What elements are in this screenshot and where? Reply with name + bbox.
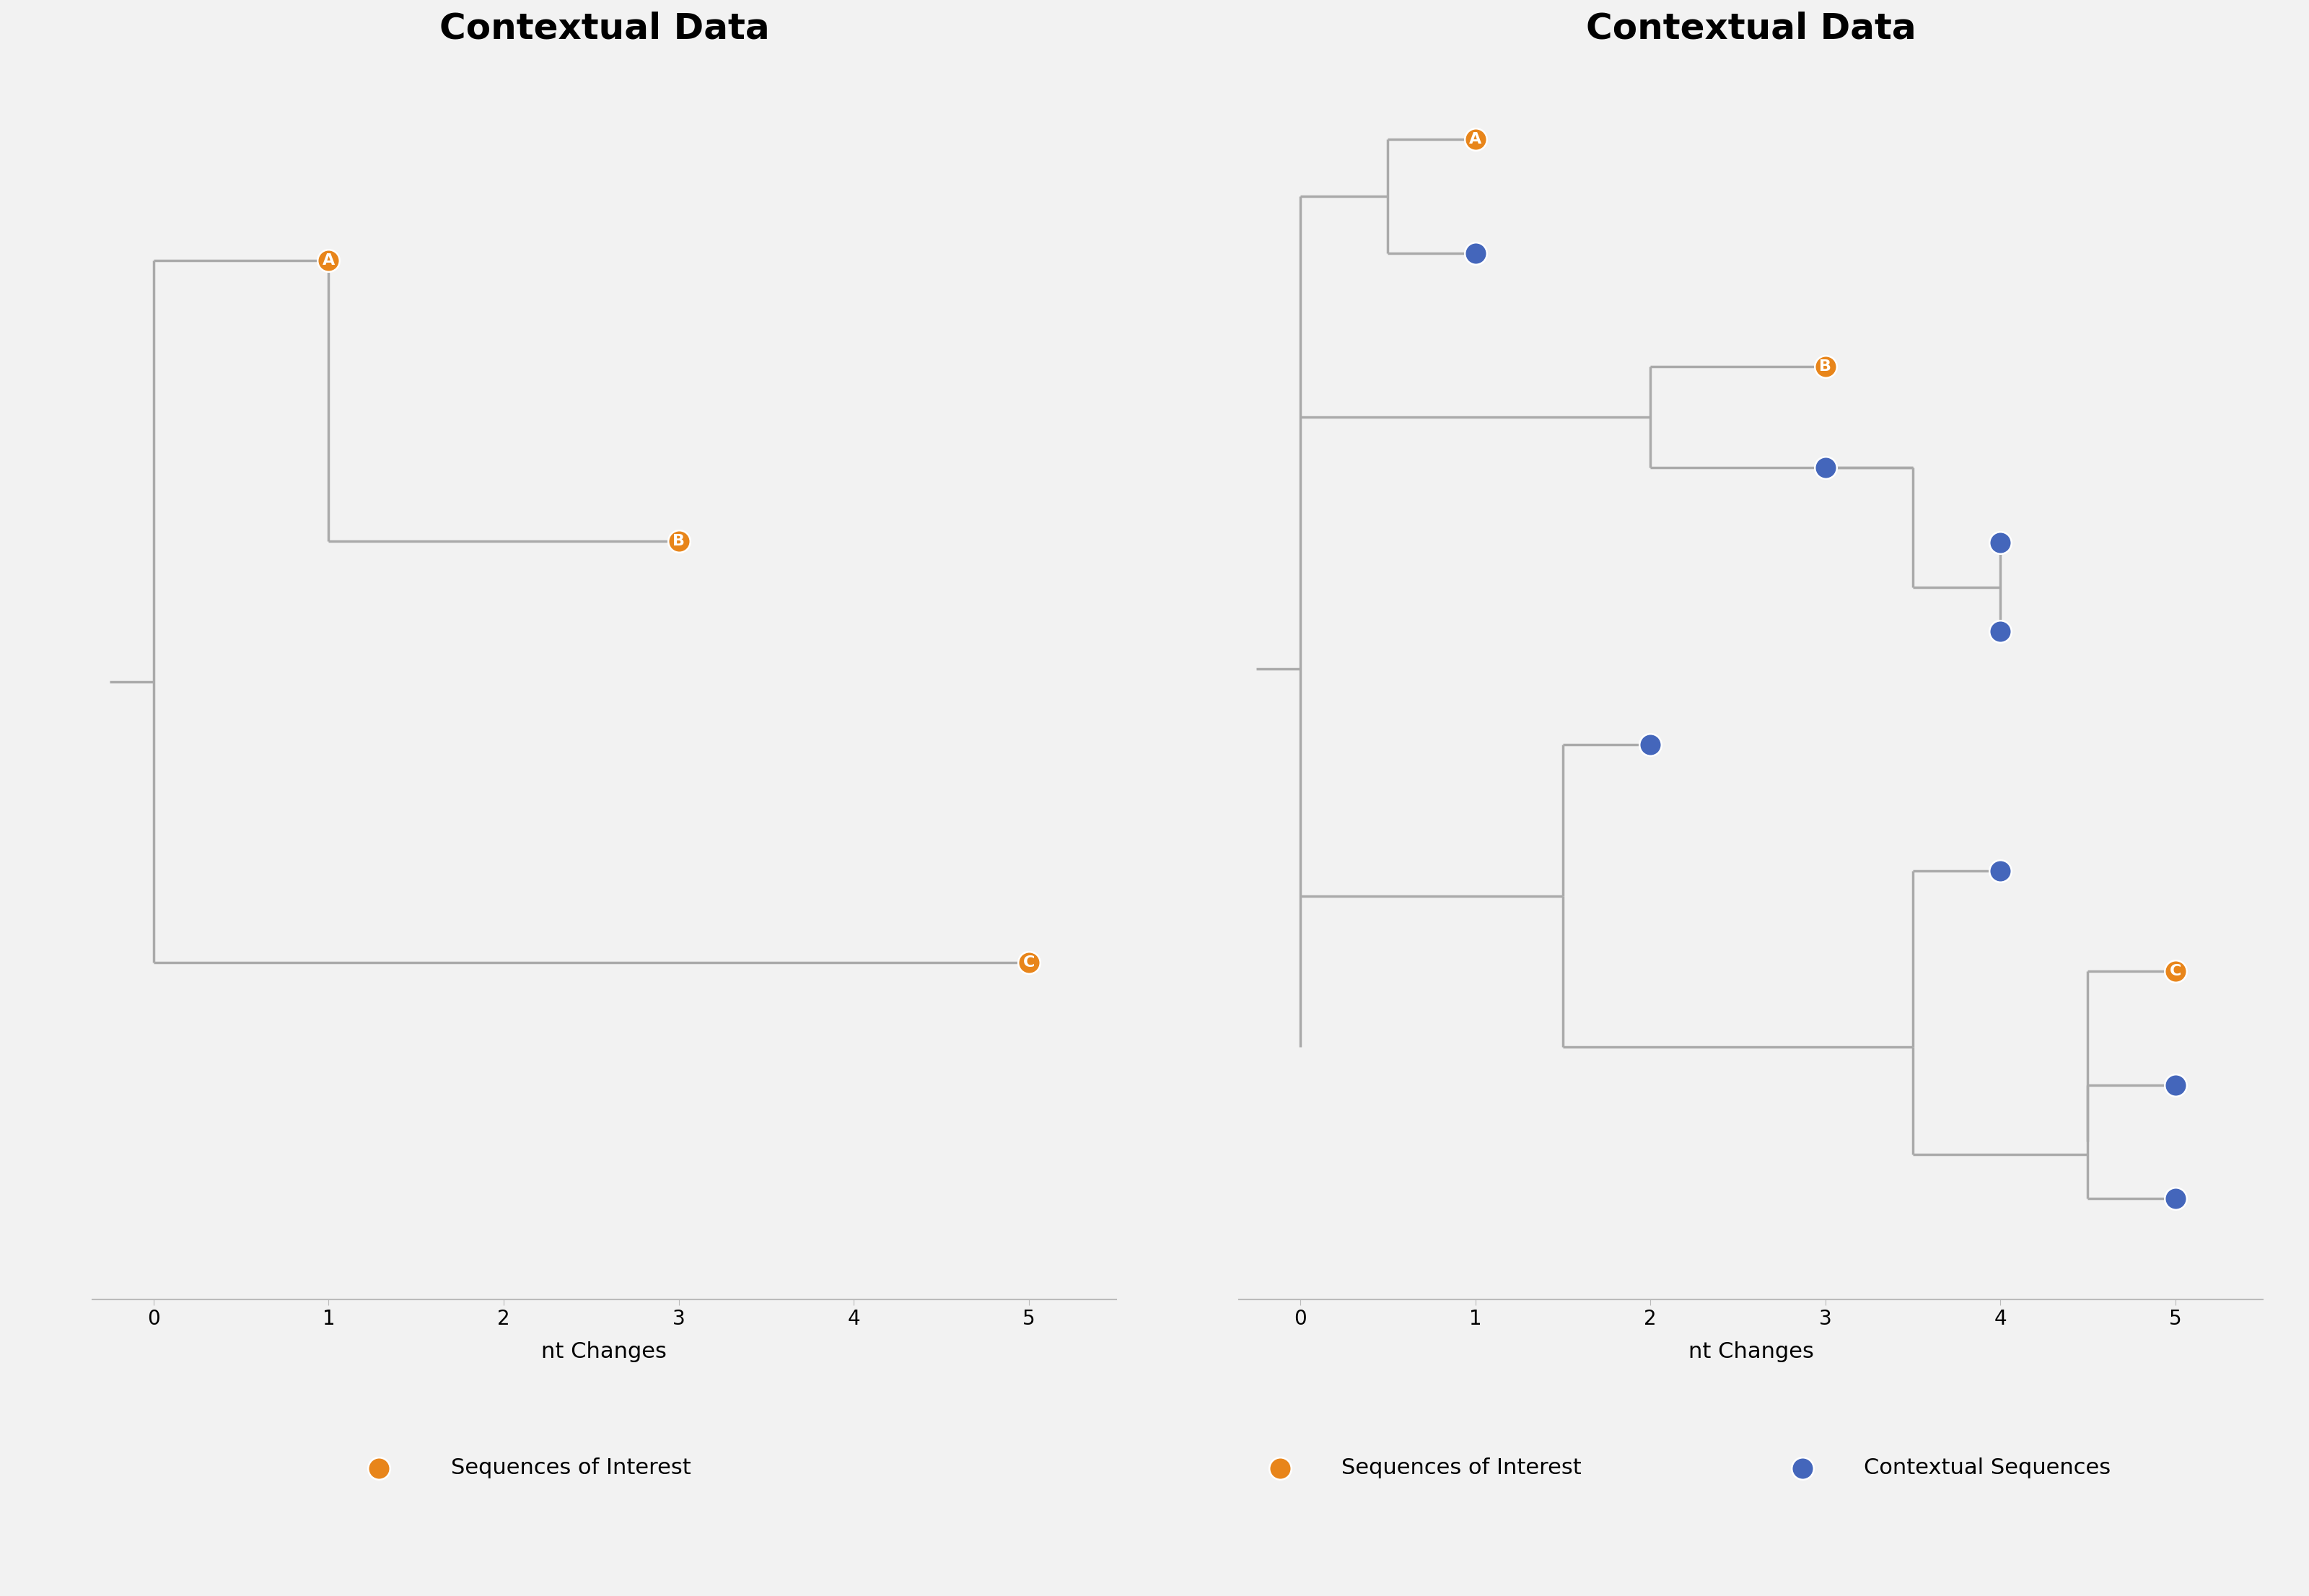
Text: B: B <box>1819 359 1831 373</box>
X-axis label: nt Changes: nt Changes <box>1688 1341 1813 1361</box>
Title: Tree without
Contextual Data: Tree without Contextual Data <box>439 0 769 46</box>
Text: B: B <box>672 535 686 549</box>
Text: A: A <box>1469 132 1482 147</box>
Text: Sequences of Interest: Sequences of Interest <box>450 1457 690 1478</box>
Text: A: A <box>323 254 335 268</box>
X-axis label: nt Changes: nt Changes <box>543 1341 667 1361</box>
Text: C: C <box>2170 964 2182 978</box>
Title: Tree with
Contextual Data: Tree with Contextual Data <box>1586 0 1916 46</box>
Text: Contextual Sequences: Contextual Sequences <box>1863 1457 2110 1478</box>
Text: C: C <box>1023 954 1034 969</box>
Text: Sequences of Interest: Sequences of Interest <box>1342 1457 1582 1478</box>
